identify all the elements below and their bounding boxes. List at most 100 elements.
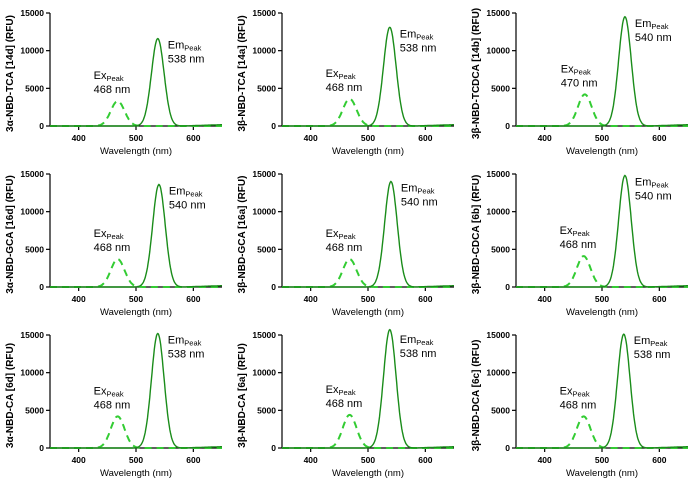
x-tick-label: 400 (538, 133, 552, 143)
excitation-peak-label: ExPeak (561, 63, 591, 76)
y-tick-label: 10000 (486, 46, 510, 56)
excitation-peak-label: ExPeak (560, 225, 590, 238)
y-tick-label: 5000 (257, 244, 276, 254)
x-tick-label: 600 (186, 133, 200, 143)
x-tick-label: 400 (72, 133, 86, 143)
emission-peak-label: EmPeak (635, 177, 669, 190)
y-tick-label: 0 (39, 443, 44, 453)
chart-panel: 0 5000 10000 15000 400 500 600 Wavelength (nm) 3… (5, 330, 222, 479)
x-tick-label: 600 (186, 294, 200, 304)
y-tick-label: 15000 (486, 330, 510, 340)
x-tick-label: 500 (361, 294, 375, 304)
y-tick-label: 10000 (252, 368, 276, 378)
chart-panel: 0 5000 10000 15000 400 500 600 Wavelength (nm) 3… (471, 8, 688, 157)
emission-spectrum-line (50, 37, 222, 127)
y-tick-label: 15000 (20, 330, 44, 340)
excitation-spectrum-line (50, 100, 222, 127)
excitation-spectrum-line (282, 97, 454, 127)
y-axis-label: 3α-NBD-TCA [14d] (RFU) (5, 15, 16, 132)
y-tick-label: 5000 (491, 83, 510, 93)
excitation-peak-value: 468 nm (560, 399, 597, 411)
x-tick-label: 400 (538, 455, 552, 465)
excitation-spectrum-line (282, 413, 454, 449)
x-axis-label: Wavelength (nm) (100, 468, 172, 479)
excitation-peak-label: ExPeak (94, 70, 124, 83)
excitation-peak-label: ExPeak (326, 384, 356, 397)
excitation-peak-value: 468 nm (326, 398, 363, 410)
x-tick-label: 500 (595, 455, 609, 465)
y-tick-label: 0 (271, 121, 276, 131)
x-axis-label: Wavelength (nm) (332, 146, 404, 157)
excitation-peak-value: 470 nm (561, 77, 598, 89)
x-axis-label: Wavelength (nm) (566, 468, 638, 479)
y-tick-label: 0 (271, 443, 276, 453)
emission-peak-value: 540 nm (635, 191, 672, 203)
x-tick-label: 500 (361, 455, 375, 465)
x-tick-label: 500 (129, 455, 143, 465)
emission-peak-value: 540 nm (401, 197, 438, 209)
emission-peak-value: 538 nm (168, 54, 205, 66)
chart-panel: 0 5000 10000 15000 400 500 600 Wavelength (nm) 3… (5, 169, 222, 318)
x-axis-label: Wavelength (nm) (332, 468, 404, 479)
x-tick-label: 400 (304, 455, 318, 465)
emission-peak-label: EmPeak (635, 18, 669, 31)
y-axis-label: 3β-NBD-CA [6a] (RFU) (237, 343, 248, 448)
x-axis-label: Wavelength (nm) (566, 307, 638, 318)
y-tick-label: 10000 (252, 207, 276, 217)
x-tick-label: 400 (304, 133, 318, 143)
x-tick-label: 500 (595, 294, 609, 304)
chart-panel: 0 5000 10000 15000 400 500 600 Wavelength (nm) 3… (5, 8, 222, 157)
chart-panel: 0 5000 10000 15000 400 500 600 Wavelength (nm) 3… (471, 169, 688, 318)
excitation-spectrum-line (50, 415, 222, 449)
y-axis-label: 3β-NBD-TCDCA [14b] (RFU) (471, 8, 482, 139)
x-tick-label: 600 (418, 294, 432, 304)
emission-spectrum-line (516, 174, 688, 288)
y-tick-label: 15000 (486, 169, 510, 179)
emission-peak-value: 540 nm (169, 200, 206, 212)
excitation-peak-value: 468 nm (94, 84, 131, 96)
y-tick-label: 5000 (491, 405, 510, 415)
excitation-spectrum-line (516, 93, 688, 127)
y-tick-label: 15000 (252, 330, 276, 340)
x-tick-label: 400 (538, 294, 552, 304)
y-tick-label: 0 (39, 121, 44, 131)
excitation-peak-label: ExPeak (94, 228, 124, 241)
y-tick-label: 10000 (20, 46, 44, 56)
x-tick-label: 500 (129, 294, 143, 304)
excitation-peak-label: ExPeak (560, 385, 590, 398)
y-tick-label: 15000 (252, 8, 276, 18)
emission-spectrum-line (516, 333, 688, 449)
y-tick-label: 10000 (20, 368, 44, 378)
y-tick-label: 10000 (486, 368, 510, 378)
x-axis-label: Wavelength (nm) (332, 307, 404, 318)
excitation-peak-value: 468 nm (560, 239, 597, 251)
excitation-spectrum-line (516, 415, 688, 449)
y-tick-label: 15000 (20, 169, 44, 179)
emission-spectrum-line (282, 180, 454, 288)
excitation-peak-label: ExPeak (326, 68, 356, 81)
x-axis-label: Wavelength (nm) (566, 146, 638, 157)
x-tick-label: 400 (304, 294, 318, 304)
x-axis-label: Wavelength (nm) (100, 307, 172, 318)
x-tick-label: 600 (652, 455, 666, 465)
y-tick-label: 15000 (20, 8, 44, 18)
y-axis-label: 3β-NBD-CDCA [6b] (RFU) (471, 175, 482, 295)
emission-peak-label: EmPeak (400, 334, 434, 347)
y-tick-label: 5000 (491, 244, 510, 254)
y-axis-label: 3α-NBD-GCA [16d] (RFU) (5, 175, 16, 294)
y-tick-label: 10000 (252, 46, 276, 56)
x-tick-label: 400 (72, 294, 86, 304)
x-tick-label: 600 (186, 455, 200, 465)
emission-peak-value: 540 nm (635, 32, 672, 44)
emission-spectrum-line (50, 183, 222, 288)
y-tick-label: 5000 (257, 405, 276, 415)
chart-panel: 0 5000 10000 15000 400 500 600 Wavelength (nm) 3… (237, 8, 454, 157)
y-axis-label: 3β-NBD-TCA [14a] (RFU) (237, 15, 248, 131)
y-tick-label: 5000 (25, 83, 44, 93)
emission-peak-value: 538 nm (634, 349, 671, 361)
excitation-spectrum-line (282, 258, 454, 288)
chart-panel: 0 5000 10000 15000 400 500 600 Wavelength (nm) 3… (237, 169, 454, 318)
emission-peak-label: EmPeak (168, 334, 202, 347)
emission-peak-label: EmPeak (168, 40, 202, 53)
y-tick-label: 15000 (252, 169, 276, 179)
